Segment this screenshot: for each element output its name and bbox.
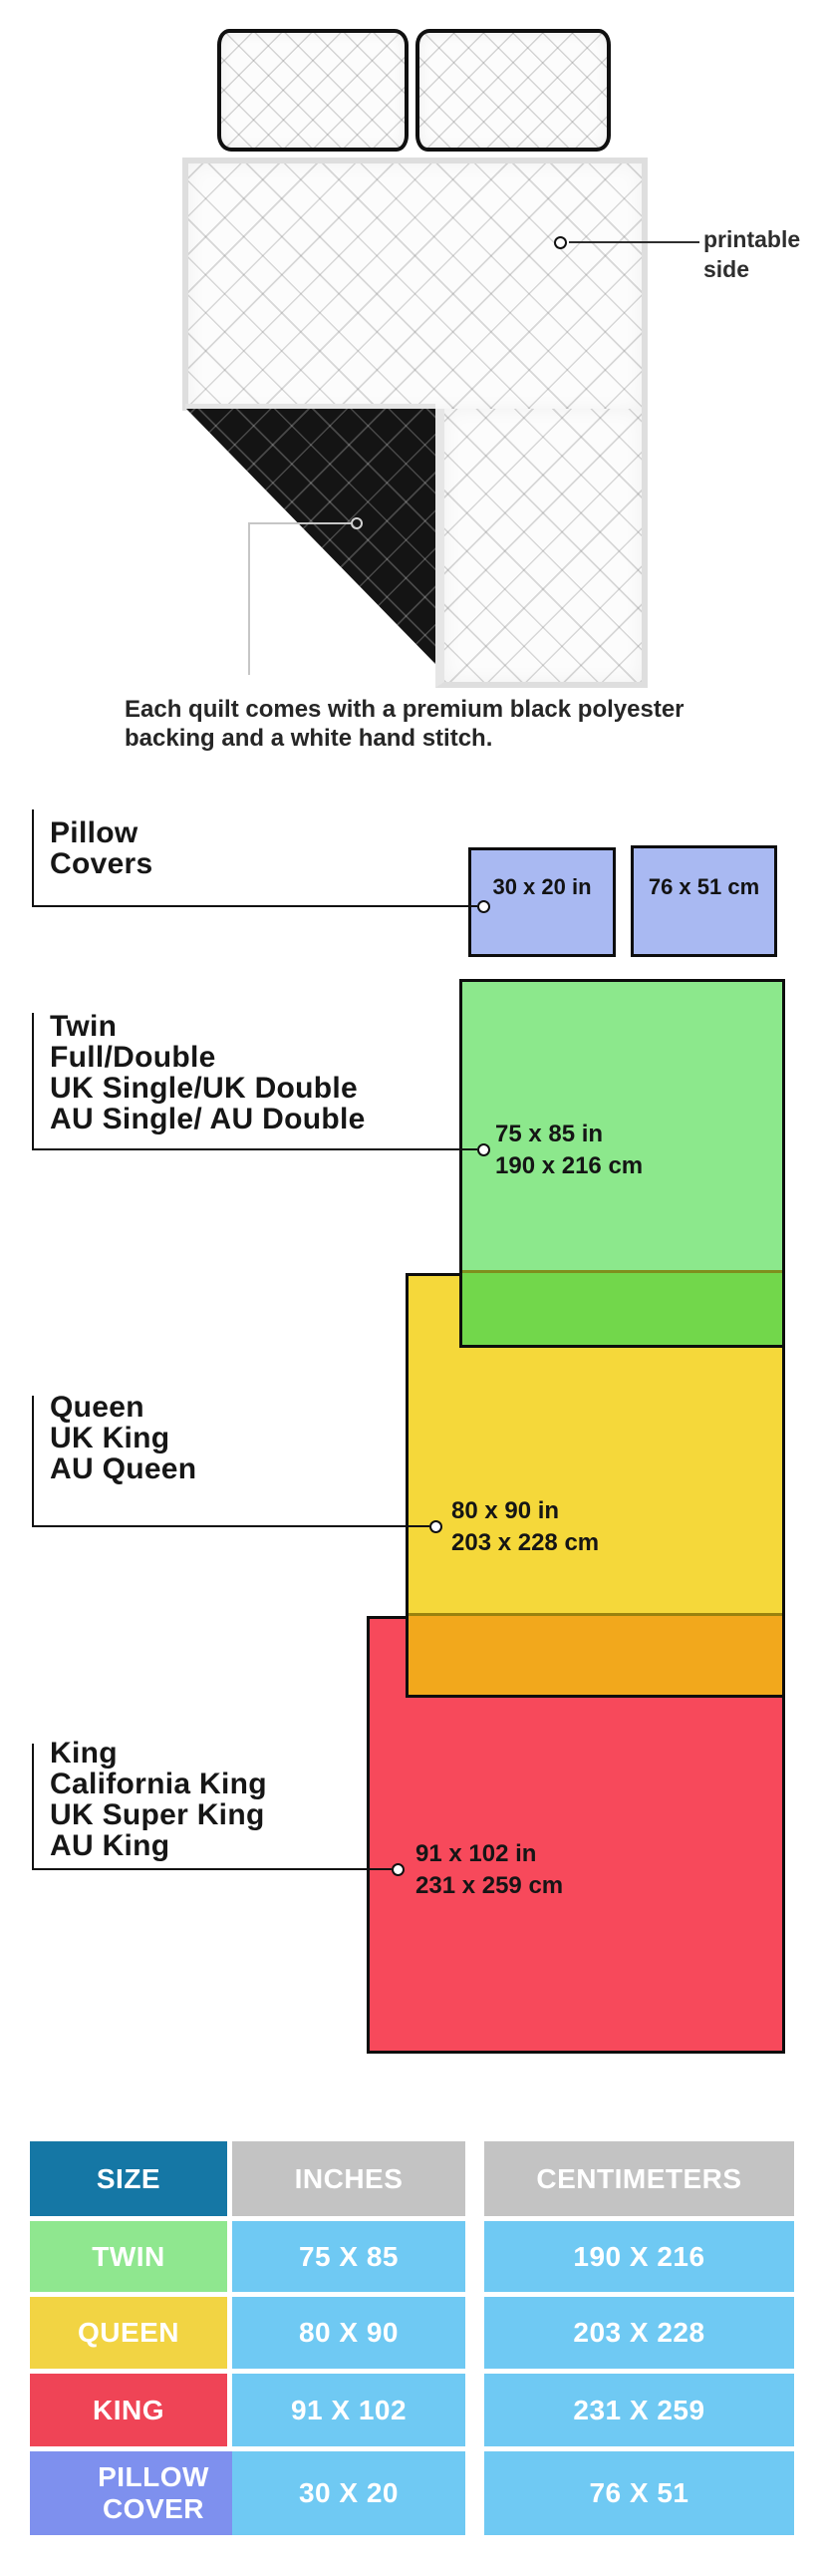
king-dimensions: 91 x 102 in 231 x 259 cm	[415, 1838, 563, 1902]
quilt-front-top	[182, 158, 648, 411]
table-row-pillow-centimeters: 76 X 51	[484, 2451, 794, 2535]
table-row-twin-size: TWIN	[30, 2221, 227, 2292]
table-header-inches: INCHES	[232, 2141, 465, 2216]
pillow-left-image	[217, 29, 409, 152]
table-header-centimeters: CENTIMETERS	[484, 2141, 794, 2216]
queen-callout-hline	[32, 1525, 429, 1527]
pillow-cover-inches-label: 30 x 20 in	[492, 874, 592, 899]
king-heading-line: AU King	[50, 1829, 170, 1862]
king-heading-line: UK Super King	[50, 1798, 265, 1831]
printable-side-label: printable side	[703, 224, 800, 284]
king-callout-hline	[32, 1868, 392, 1870]
twin-callout-vline	[32, 1013, 34, 1149]
table-row-pillow-inches: 30 X 20	[232, 2451, 465, 2535]
pillow-covers-heading-line: Pillow	[50, 816, 138, 849]
twin-size-box	[459, 979, 785, 1348]
queen-heading-line: AU Queen	[50, 1452, 197, 1485]
king-callout-marker	[392, 1863, 405, 1876]
twin-dimensions-cm: 190 x 216 cm	[495, 1152, 644, 1179]
backing-line-vertical	[248, 522, 250, 675]
table-row-twin-centimeters: 190 X 216	[484, 2221, 794, 2292]
pillow-covers-callout-hline	[32, 905, 477, 907]
quilt-image	[182, 158, 648, 688]
king-heading-line: King	[50, 1737, 118, 1770]
queen-dimensions-inches: 80 x 90 in	[451, 1497, 560, 1524]
backing-marker	[351, 517, 363, 529]
table-row-queen-inches: 80 X 90	[232, 2297, 465, 2369]
king-dimensions-cm: 231 x 259 cm	[415, 1872, 564, 1899]
twin-heading-line: Full/Double	[50, 1041, 216, 1074]
pillow-right-image	[415, 29, 611, 152]
queen-dimensions-cm: 203 x 228 cm	[451, 1529, 600, 1556]
table-header-size: SIZE	[30, 2141, 227, 2216]
size-table: SIZE INCHES CENTIMETERS TWIN 75 X 85 190…	[30, 2141, 794, 2535]
twin-callout-marker	[477, 1143, 490, 1156]
pillow-covers-heading-line: Covers	[50, 847, 153, 880]
backing-caption: Each quilt comes with a premium black po…	[125, 695, 685, 753]
twin-heading-line: UK Single/UK Double	[50, 1072, 359, 1105]
queen-dimensions: 80 x 90 in 203 x 228 cm	[451, 1495, 599, 1559]
pillow-covers-callout-marker	[477, 900, 490, 913]
king-heading-line: California King	[50, 1768, 267, 1800]
twin-over-queen-overlap	[462, 1270, 782, 1345]
table-row-queen-size: QUEEN	[30, 2297, 227, 2369]
queen-callout-marker	[429, 1520, 442, 1533]
quilt-fold-binding	[185, 404, 435, 411]
printable-side-label-line1: printable	[703, 226, 801, 252]
king-heading: King California King UK Super King AU Ki…	[50, 1738, 267, 1861]
twin-heading: Twin Full/Double UK Single/UK Double AU …	[50, 1011, 366, 1134]
quilt-backing-triangle	[186, 409, 435, 664]
queen-heading-line: Queen	[50, 1391, 144, 1424]
pillow-covers-heading: Pillow Covers	[50, 817, 153, 879]
queen-heading-line: UK King	[50, 1422, 170, 1454]
twin-dimensions-inches: 75 x 85 in	[495, 1121, 604, 1147]
twin-callout-hline	[32, 1148, 477, 1150]
pillow-cover-box-cm: 76 x 51 cm	[631, 845, 777, 957]
printable-side-line	[569, 241, 699, 243]
queen-over-king-overlap	[409, 1613, 782, 1695]
table-row-king-size: KING	[30, 2374, 227, 2446]
printable-side-marker	[554, 236, 567, 249]
queen-heading: Queen UK King AU Queen	[50, 1392, 196, 1484]
king-callout-vline	[32, 1744, 34, 1869]
twin-heading-line: AU Single/ AU Double	[50, 1103, 366, 1135]
queen-callout-vline	[32, 1396, 34, 1526]
table-row-king-inches: 91 X 102	[232, 2374, 465, 2446]
quilt-front-right	[435, 409, 648, 688]
king-dimensions-inches: 91 x 102 in	[415, 1840, 537, 1867]
backing-caption-line1: Each quilt comes with a premium black po…	[125, 696, 685, 723]
printable-side-label-line2: side	[703, 256, 750, 282]
twin-heading-line: Twin	[50, 1010, 118, 1043]
twin-dimensions: 75 x 85 in 190 x 216 cm	[495, 1119, 643, 1182]
backing-line-horizontal	[249, 522, 351, 524]
table-row-twin-inches: 75 X 85	[232, 2221, 465, 2292]
pillow-cover-box-inches: 30 x 20 in	[468, 847, 616, 957]
backing-caption-line2: backing and a white hand stitch.	[125, 725, 493, 752]
table-row-queen-centimeters: 203 X 228	[484, 2297, 794, 2369]
pillow-cover-cm-label: 76 x 51 cm	[648, 874, 760, 899]
table-row-king-centimeters: 231 X 259	[484, 2374, 794, 2446]
pillow-covers-callout-vline	[32, 809, 34, 906]
